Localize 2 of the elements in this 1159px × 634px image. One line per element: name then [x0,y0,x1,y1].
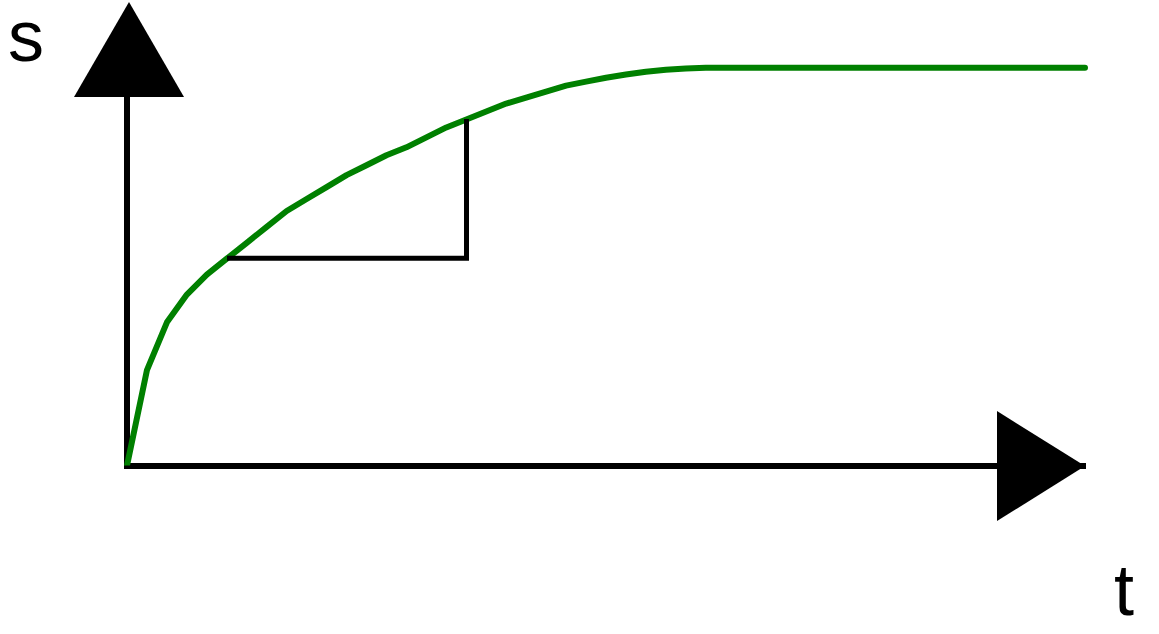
x-axis-title: t [1114,550,1135,630]
y-axis-title: s [8,0,44,76]
